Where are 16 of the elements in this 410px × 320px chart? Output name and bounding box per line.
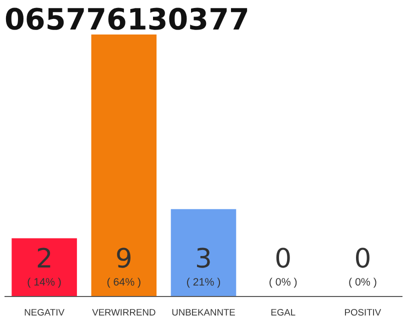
x-tick-label: UNBEKANNTE <box>172 308 236 318</box>
annotation: ( 0% ) <box>348 276 377 289</box>
x-tick-label: POSITIV <box>344 308 382 318</box>
chart-title: 065776130377 <box>4 2 250 36</box>
annotation: ( 0% ) <box>268 276 298 289</box>
x-tick-label: EGAL <box>270 308 296 318</box>
annotation: ( 14% ) <box>27 276 62 289</box>
data-label: 3 <box>195 244 212 275</box>
x-tick-label: NEGATIV <box>24 308 66 318</box>
annotation: ( 64% ) <box>106 276 142 289</box>
data-label: 2 <box>36 244 53 275</box>
data-label: 9 <box>115 244 132 275</box>
x-tick-label: VERWIRREND <box>92 308 156 318</box>
data-label: 0 <box>354 244 372 275</box>
annotation: ( 21% ) <box>186 276 221 289</box>
data-label: 0 <box>274 244 292 275</box>
